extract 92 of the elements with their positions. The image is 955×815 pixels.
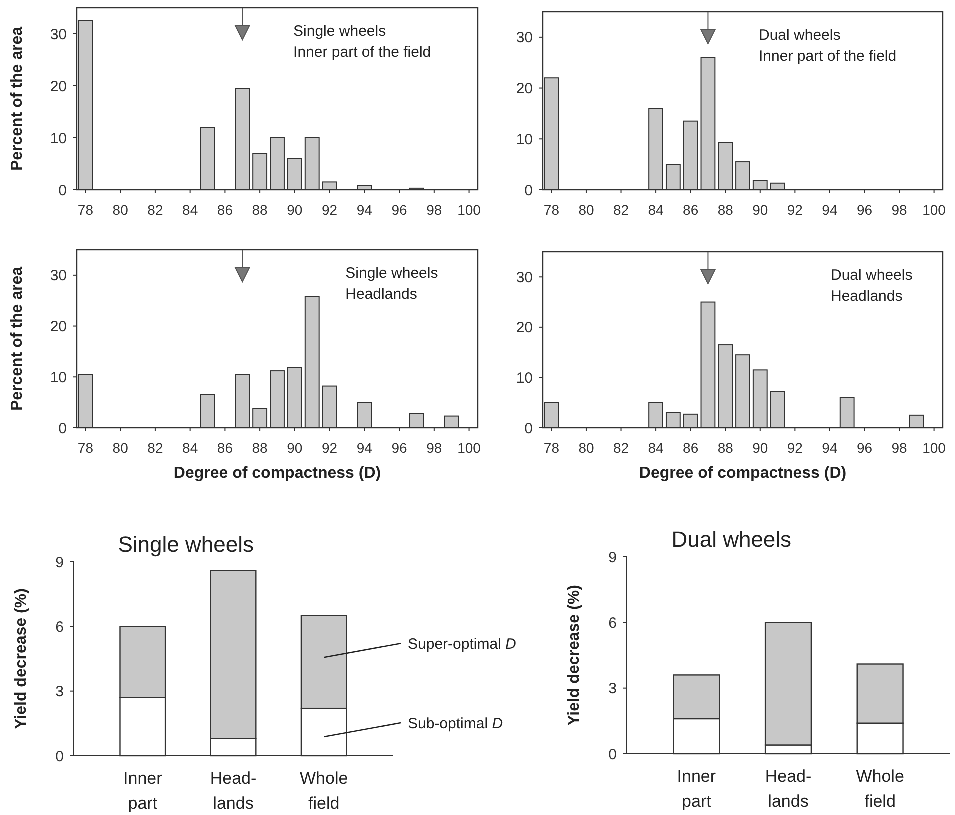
x-tick-label: 90	[752, 440, 768, 456]
x-tick-label: 92	[322, 202, 338, 218]
y-tick-label: 0	[524, 420, 533, 438]
x-tick-label: 82	[613, 202, 630, 218]
y-tick-label: 9	[56, 554, 64, 572]
x-tick-label: 92	[322, 440, 338, 456]
x-tick-label: Inner part	[677, 767, 716, 811]
y-tick-label: 20	[50, 318, 67, 336]
x-tick-label: 80	[578, 440, 594, 456]
x-tick-label: 82	[148, 202, 164, 218]
y-axis-title: Percent of the area	[9, 266, 26, 412]
x-tick-label: 98	[426, 440, 442, 456]
x-tick-label: 82	[613, 440, 630, 456]
x-tick-label: 96	[856, 440, 873, 456]
x-tick-label: 84	[648, 202, 664, 218]
y-tick-label: 6	[608, 614, 617, 632]
x-tick-label: 94	[822, 202, 838, 218]
x-tick-label: 78	[78, 202, 94, 218]
x-tick-label: 92	[787, 202, 804, 218]
y-tick-label: 6	[56, 618, 64, 636]
x-tick-label: 84	[182, 440, 198, 456]
x-tick-label: 100	[922, 440, 946, 456]
y-axis-title: Percent of the area	[9, 26, 26, 172]
x-axis-title: Degree of compactness (D)	[174, 465, 382, 482]
y-tick-label: 0	[58, 420, 67, 438]
y-tick-label: 0	[56, 748, 64, 766]
y-axis-title: Yield decrease (%)	[566, 585, 583, 726]
x-tick-label: 94	[356, 202, 373, 218]
x-tick-label: Whole field	[300, 769, 348, 813]
x-tick-label: 78	[544, 440, 560, 456]
x-tick-label: 84	[182, 202, 198, 218]
x-tick-label: 80	[578, 202, 594, 218]
x-tick-label: 88	[718, 202, 734, 218]
x-tick-label: 100	[458, 440, 482, 456]
x-tick-label: 88	[718, 440, 734, 456]
x-tick-label: 80	[112, 440, 129, 456]
x-tick-label: 94	[356, 440, 373, 456]
y-tick-label: 3	[56, 684, 64, 701]
x-tick-label: 98	[426, 202, 442, 218]
x-tick-label: 98	[892, 440, 908, 456]
text: Super-optimal D	[408, 636, 517, 653]
x-tick-label: 86	[217, 440, 234, 456]
x-tick-label: 96	[856, 202, 873, 218]
y-tick-label: 10	[50, 369, 67, 386]
x-tick-label: 82	[148, 440, 164, 456]
x-tick-label: 90	[287, 440, 303, 456]
text: Dual wheels Headlands	[831, 267, 913, 305]
y-tick-label: 30	[516, 269, 533, 286]
x-tick-label: 96	[392, 202, 408, 218]
x-tick-label: 80	[112, 202, 129, 218]
x-tick-label: 78	[544, 202, 560, 218]
x-tick-label: 86	[683, 440, 699, 456]
x-tick-label: 92	[787, 440, 804, 456]
y-tick-label: 0	[58, 182, 67, 200]
y-tick-label: 3	[608, 680, 617, 698]
x-tick-label: 78	[78, 440, 94, 456]
y-tick-label: 20	[50, 78, 67, 96]
y-tick-label: 20	[516, 320, 533, 337]
y-tick-label: 0	[608, 746, 617, 764]
y-tick-label: 30	[50, 26, 67, 44]
x-tick-label: 100	[922, 202, 946, 218]
y-tick-label: 10	[50, 130, 67, 148]
x-tick-label: 96	[392, 440, 408, 456]
text: Single wheels Headlands	[346, 265, 438, 303]
x-tick-label: Head- lands	[210, 769, 257, 813]
text: Single wheels Inner part of the field	[294, 23, 432, 61]
x-axis-title: Degree of compactness (D)	[639, 465, 847, 482]
x-tick-label: 86	[217, 202, 234, 218]
y-tick-label: 20	[516, 80, 533, 98]
x-tick-label: 84	[648, 440, 664, 456]
text: Sub-optimal D	[408, 715, 504, 732]
x-tick-label: 88	[252, 202, 268, 218]
y-tick-label: 9	[608, 549, 617, 566]
y-tick-label: 30	[50, 268, 67, 285]
y-tick-label: 10	[516, 131, 533, 148]
x-tick-label: 88	[252, 440, 268, 456]
x-tick-label: 94	[822, 440, 838, 456]
chart-title: Single wheels	[118, 532, 254, 557]
y-tick-label: 0	[524, 182, 533, 200]
x-tick-label: 98	[892, 202, 908, 218]
chart-title: Dual wheels	[672, 527, 792, 552]
x-tick-label: 86	[683, 202, 699, 218]
x-tick-label: 90	[752, 202, 768, 218]
y-axis-title: Yield decrease (%)	[13, 588, 30, 730]
text: Dual wheels Inner part of the field	[759, 27, 897, 65]
x-tick-label: 100	[458, 202, 482, 218]
x-tick-label: Whole field	[856, 767, 904, 811]
y-tick-label: 10	[516, 370, 533, 387]
x-tick-label: Inner part	[124, 769, 163, 813]
y-tick-label: 30	[516, 30, 533, 47]
x-tick-label: Head- lands	[765, 767, 812, 811]
x-tick-label: 90	[287, 202, 303, 218]
